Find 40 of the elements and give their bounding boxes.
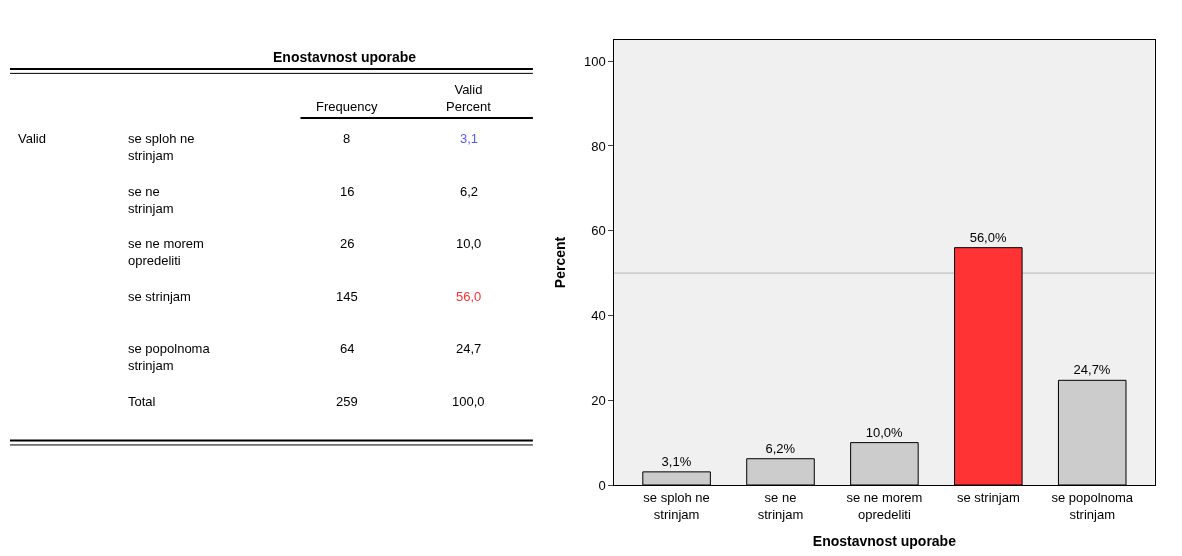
- y-tick-label: 0: [598, 477, 606, 493]
- data-label: 145: [336, 289, 358, 304]
- data-label: 24,7%: [1073, 362, 1111, 378]
- data-label: 16: [340, 184, 355, 199]
- x-tick-label: se sploh ne strinjam: [643, 489, 710, 522]
- category-label: se popolnoma strinjam: [128, 341, 211, 373]
- text: Valid Percent: [446, 82, 492, 114]
- y-tick-label: 20: [591, 392, 606, 408]
- x-tick-label: se popolnoma strinjam: [1051, 489, 1134, 522]
- x-axis-title: Enostavnost uporabe: [812, 532, 957, 549]
- data-label: 24,7: [456, 341, 482, 356]
- category-label: se ne morem opredeliti: [128, 236, 204, 268]
- data-label: 3,1%: [661, 453, 692, 469]
- text: Valid: [18, 131, 46, 146]
- data-label: 10,0: [456, 236, 482, 251]
- data-label: 8: [343, 131, 351, 146]
- data-label: 56,0%: [969, 229, 1007, 245]
- category-label: se sploh ne strinjam: [128, 131, 195, 163]
- data-label: 3,1: [460, 131, 479, 146]
- y-tick-label: 60: [591, 223, 606, 239]
- data-label: 259: [336, 394, 358, 409]
- y-tick-label: 100: [583, 53, 606, 69]
- category-label: se ne strinjam: [128, 184, 174, 216]
- data-label: 26: [340, 236, 355, 251]
- category-label: se strinjam: [128, 289, 191, 304]
- x-tick-label: se strinjam: [956, 489, 1020, 505]
- x-tick-label: se ne morem opredeliti: [846, 489, 923, 522]
- y-tick-label: 80: [591, 138, 606, 154]
- data-label: 100,0: [452, 394, 485, 409]
- text: Frequency: [316, 99, 378, 114]
- data-label: 10,0%: [865, 424, 904, 440]
- y-tick-label: 40: [591, 308, 606, 324]
- data-label: 6,2%: [765, 440, 796, 456]
- data-label: 6,2: [460, 184, 479, 199]
- y-axis-title: Percent: [551, 236, 568, 289]
- data-label: 64: [340, 341, 355, 356]
- category-label: Total: [128, 394, 156, 409]
- data-label: 56,0: [456, 289, 482, 304]
- text: Enostavnost uporabe: [273, 49, 417, 65]
- x-tick-label: se ne strinjam: [757, 489, 804, 522]
